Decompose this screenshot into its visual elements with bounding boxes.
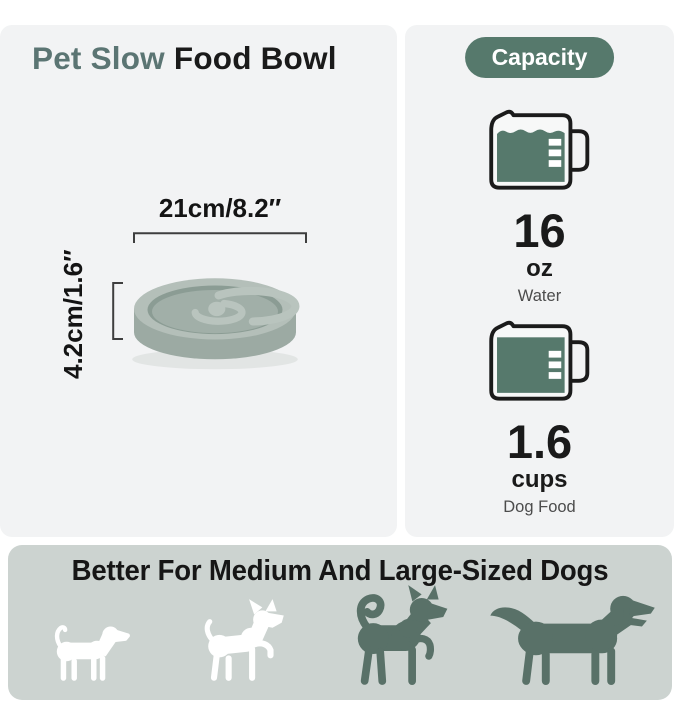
measuring-cup-water-icon [488, 109, 589, 190]
medium-dog-silhouette [356, 585, 448, 685]
capacity-panel: Capacity 16 oz Water 1. [405, 25, 674, 537]
width-dimension-label: 21cm/8.2″ [158, 193, 282, 223]
title-rest: Food Bowl [173, 40, 337, 76]
capacity-unit: cups [511, 466, 568, 494]
capacity-unit: oz [526, 255, 553, 283]
capacity-value: 1.6 [506, 415, 573, 468]
capacity-item-water: 16 oz Water [405, 107, 674, 306]
capacity-item-dog-food: 1.6 cups Dog Food [405, 318, 674, 517]
measuring-cup-dog-food-icon [488, 320, 589, 401]
page-title: Pet Slow Food Bowl [32, 40, 337, 77]
terrier-dog-silhouette [204, 599, 284, 681]
capacity-value: 16 [513, 204, 566, 257]
large-dog-silhouette [490, 595, 655, 686]
width-bracket [133, 232, 307, 243]
product-panel: Pet Slow Food Bowl 21cm/8.2″ 4.2cm/1.6″ [0, 25, 397, 537]
capacity-label: Dog Food [503, 497, 576, 516]
title-accent: Pet Slow [32, 40, 165, 76]
capacity-label: Water [517, 286, 562, 305]
height-dimension-label: 4.2cm/1.6″ [58, 249, 88, 379]
small-dog-silhouette [54, 625, 130, 681]
slow-feeder-bowl-illustration [132, 278, 300, 370]
height-bracket [112, 282, 123, 340]
banner-heading: Better For Medium And Large-Sized Dogs [71, 555, 609, 587]
size-recommendation-banner: Better For Medium And Large-Sized Dogs [8, 545, 672, 700]
capacity-badge: Capacity [464, 37, 615, 78]
